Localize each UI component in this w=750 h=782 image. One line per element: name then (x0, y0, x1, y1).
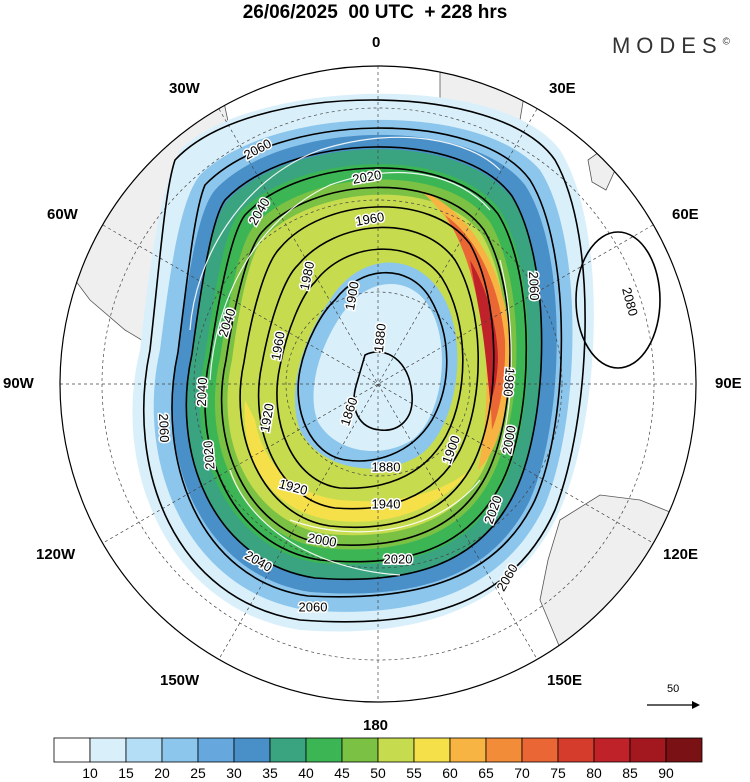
colorbar-label: 40 (298, 765, 314, 781)
lon-label-30e: 30E (549, 80, 576, 97)
colorbar-swatch (89, 737, 127, 763)
colorbar-swatch (629, 737, 667, 763)
map-boundary (59, 65, 697, 703)
contour-label-text: 2020 (200, 440, 217, 470)
reference-vector (647, 701, 700, 709)
contour-label-text: 2000 (307, 530, 338, 550)
contour-label: 1880 (369, 321, 390, 354)
contour-label: 2020 (350, 166, 384, 189)
colorbar-label: 45 (334, 765, 350, 781)
wind-streamlines (189, 136, 512, 576)
colorbar-swatch (269, 737, 307, 763)
contour-label: 2060 (525, 270, 544, 302)
colorbar-label: 55 (406, 765, 422, 781)
colorbar-swatch (485, 737, 523, 763)
contour-label-text: 2000 (499, 424, 519, 455)
contour-label: 2060 (297, 598, 329, 616)
brand-logo: MODES© (612, 33, 730, 59)
lon-label-90e: 90E (715, 375, 742, 392)
geopotential-contours (143, 99, 661, 623)
contour-label-text: 1920 (257, 402, 277, 433)
contour-label-text: 1880 (371, 323, 389, 353)
lon-label-0: 0 (372, 34, 381, 51)
contour-label-text: 2060 (156, 413, 172, 442)
colorbar-swatch (521, 737, 559, 763)
contour-label-text: 2020 (351, 167, 382, 187)
colorbar-label: 85 (622, 765, 638, 781)
contour-label: 1960 (353, 208, 387, 231)
lon-label-60w: 60W (47, 206, 78, 223)
colorbar-label: 35 (262, 765, 278, 781)
contour-label-text: 1960 (268, 330, 288, 361)
colorbar-swatch (53, 737, 91, 763)
colorbar-label: 20 (154, 765, 170, 781)
shade-85-east (470, 260, 498, 400)
contour-label: 2020 (382, 550, 414, 568)
brand-text: MODES (611, 33, 723, 58)
colorbar-label: 25 (190, 765, 206, 781)
colorbar-label: 80 (586, 765, 602, 781)
colorbar-label: 15 (118, 765, 134, 781)
colorbar-label: 70 (514, 765, 530, 781)
contour-label: 1880 (370, 458, 402, 476)
colorbar-swatch (377, 737, 415, 763)
contour-label: 2000 (305, 529, 339, 552)
contour-label-text: 1880 (372, 459, 401, 474)
colorbar-swatch (593, 737, 631, 763)
contour-label-text: 2040 (194, 377, 210, 406)
colorbar-label: 65 (478, 765, 494, 781)
lon-label-90w: 90W (3, 375, 34, 392)
contour-label-text: 2060 (299, 599, 328, 614)
contour-label: 2020 (199, 439, 219, 472)
contour-label-text: 2060 (526, 271, 542, 300)
colorbar-swatch (233, 737, 271, 763)
lon-label-180: 180 (363, 717, 389, 734)
contour-label-text: 2020 (384, 551, 413, 566)
contour-label: 1920 (256, 401, 279, 435)
contour-label-text: 1980 (500, 367, 517, 397)
contour-label: 1900 (341, 279, 364, 313)
colorbar-swatch (197, 737, 235, 763)
reference-vector-label: 50 (667, 683, 680, 695)
shade-65-east (420, 190, 511, 470)
colorbar-swatch (413, 737, 451, 763)
lon-label-120w: 120W (36, 546, 76, 563)
colorbar-swatch (449, 737, 487, 763)
colorbar-label: 60 (442, 765, 458, 781)
lon-label-30w: 30W (169, 80, 200, 97)
brand-mark: © (722, 36, 730, 48)
shade-60 (244, 400, 470, 522)
lon-label-120e: 120E (663, 546, 699, 563)
colorbar-swatch (161, 737, 199, 763)
colorbar-label: 90 (658, 765, 674, 781)
colorbar-swatch (557, 737, 595, 763)
colorbar-swatch (665, 737, 703, 763)
contour-label: 2060 (155, 412, 174, 444)
colorbar-label: 50 (370, 765, 386, 781)
colorbar-swatch (305, 737, 343, 763)
map-title: 26/06/2025 00 UTC + 228 hrs (242, 2, 508, 23)
colorbar: 10 15 20 25 30 35 40 45 50 55 60 65 70 75 80 85 90 (53, 737, 703, 781)
colorbar-swatch (125, 737, 163, 763)
contour-label: 1940 (370, 495, 402, 513)
contour-label-text: 1940 (372, 496, 401, 511)
contour-label-text: 1960 (354, 209, 385, 229)
contour-label: 1980 (499, 366, 519, 399)
contour-label: 2040 (192, 376, 211, 408)
colorbar-swatch (341, 737, 379, 763)
colorbar-label: 10 (82, 765, 98, 781)
contour-label: 1980 (295, 259, 319, 293)
lon-label-60e: 60E (672, 206, 699, 223)
contour-label: 1960 (267, 329, 290, 363)
contour-label: 2000 (498, 423, 521, 457)
lon-label-150e: 150E (547, 672, 583, 689)
colorbar-label: 75 (550, 765, 566, 781)
contour-label-text: 1900 (342, 280, 362, 311)
colorbar-label: 30 (226, 765, 242, 781)
lon-label-150w: 150W (160, 672, 200, 689)
